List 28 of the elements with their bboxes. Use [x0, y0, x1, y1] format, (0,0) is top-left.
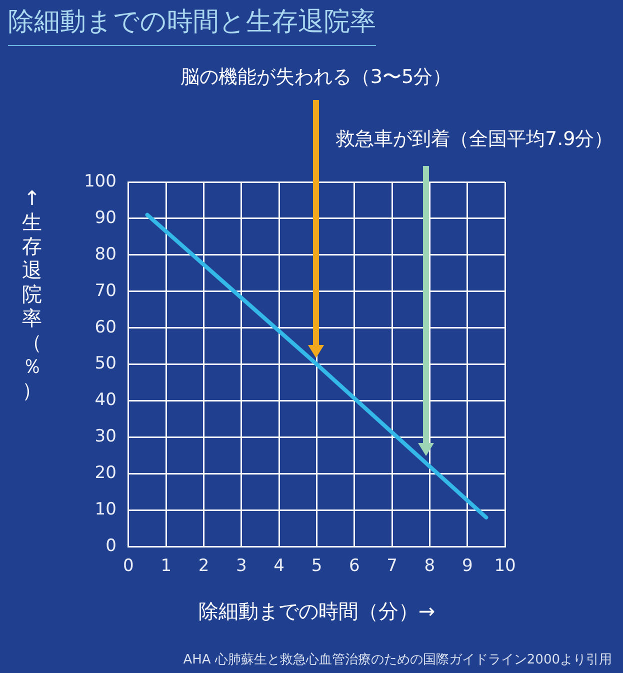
x-tick-label: 2: [198, 556, 210, 576]
x-tick-label: 8: [424, 556, 436, 576]
y-tick-label: 60: [94, 317, 116, 338]
y-tick-label: 0: [106, 536, 116, 556]
text: AHA 心肺蘇生と救急心血管治療のための国際ガイドライン2000より引用: [183, 651, 612, 668]
y-tick-label: 50: [94, 354, 116, 374]
x-tick-label: 6: [348, 556, 360, 576]
x-tick-label: 10: [494, 556, 516, 576]
text: 脳の機能が失われる（3〜5分）: [180, 66, 452, 88]
y-tick-label: 10: [94, 500, 116, 520]
x-tick-label: 4: [274, 556, 284, 576]
text: 救急車が到着（全国平均7.9分）: [335, 128, 614, 150]
y-tick-label: 30: [94, 426, 116, 447]
text: ↑生存退院率（％）: [22, 186, 42, 402]
y-tick-label: 90: [94, 208, 116, 228]
chart-title: 除細動までの時間と生存退院率: [8, 4, 376, 46]
x-tick-label: 9: [462, 556, 473, 576]
y-tick-label: 100: [84, 171, 116, 192]
x-tick-label: 7: [386, 556, 398, 576]
x-tick-label: 3: [236, 556, 247, 576]
y-tick-label: 70: [94, 280, 116, 301]
y-tick-label: 20: [94, 463, 116, 484]
y-tick-label: 40: [94, 390, 116, 410]
x-tick-label: 0: [123, 556, 134, 576]
x-axis-title: 除細動までの時間（分）→: [198, 599, 436, 624]
x-tick-label: 1: [160, 556, 172, 576]
x-tick-label: 5: [311, 556, 322, 576]
y-tick-label: 80: [94, 244, 116, 264]
